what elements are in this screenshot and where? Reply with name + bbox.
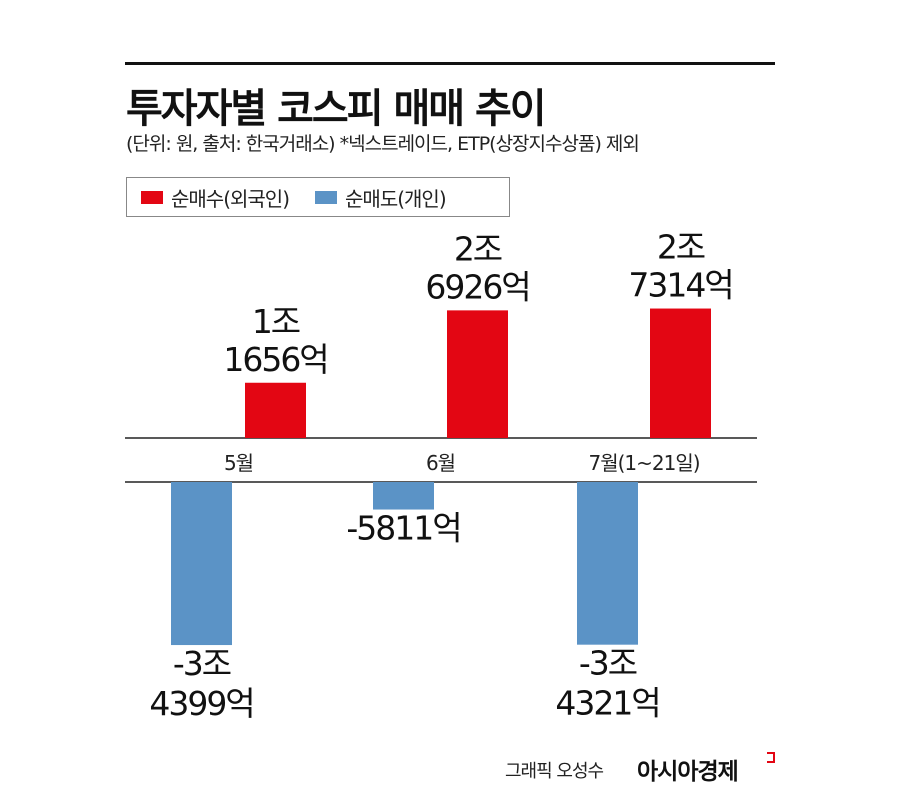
bar-individual-net-sell bbox=[577, 482, 638, 645]
data-label: -5811억 bbox=[346, 509, 460, 548]
data-label: 4321억 bbox=[555, 684, 659, 723]
data-label: 2조 bbox=[454, 229, 502, 268]
category-label: 5월 bbox=[224, 451, 253, 475]
bar-foreign-net-buy bbox=[650, 308, 711, 438]
bar-foreign-net-buy bbox=[245, 382, 306, 438]
legend: 순매수(외국인) 순매도(개인) bbox=[126, 177, 510, 217]
graphic-credit: 그래픽 오성수 bbox=[505, 761, 604, 782]
bar-individual-net-sell bbox=[171, 482, 232, 646]
brand-logo: 아시아경제 bbox=[637, 759, 739, 785]
legend-label-individual: 순매도(개인) bbox=[345, 186, 447, 211]
data-label: 7314억 bbox=[628, 266, 732, 305]
legend-swatch-foreign bbox=[141, 190, 163, 204]
brand-mark-icon bbox=[767, 752, 775, 763]
data-label: -3조 bbox=[173, 644, 231, 683]
data-label: 4399억 bbox=[149, 684, 253, 723]
data-label: 1조 bbox=[252, 302, 300, 341]
bar-foreign-net-buy bbox=[447, 310, 508, 438]
bar-individual-net-sell bbox=[373, 482, 434, 510]
top-rule bbox=[125, 62, 775, 65]
chart-subtitle: (단위: 원, 출처: 한국거래소) *넥스트레이드, ETP(상장지수상품) … bbox=[126, 133, 640, 155]
data-label: 2조 bbox=[657, 228, 705, 267]
data-label: 6926억 bbox=[425, 267, 529, 306]
category-label: 7월(1~21일) bbox=[588, 451, 699, 475]
legend-swatch-individual bbox=[315, 190, 338, 204]
chart-title: 투자자별 코스피 매매 추이 bbox=[126, 86, 547, 132]
legend-label-foreign: 순매수(외국인) bbox=[171, 186, 290, 211]
category-label: 6월 bbox=[426, 451, 455, 475]
data-label: 1656억 bbox=[223, 340, 327, 379]
data-label: -3조 bbox=[579, 644, 637, 683]
